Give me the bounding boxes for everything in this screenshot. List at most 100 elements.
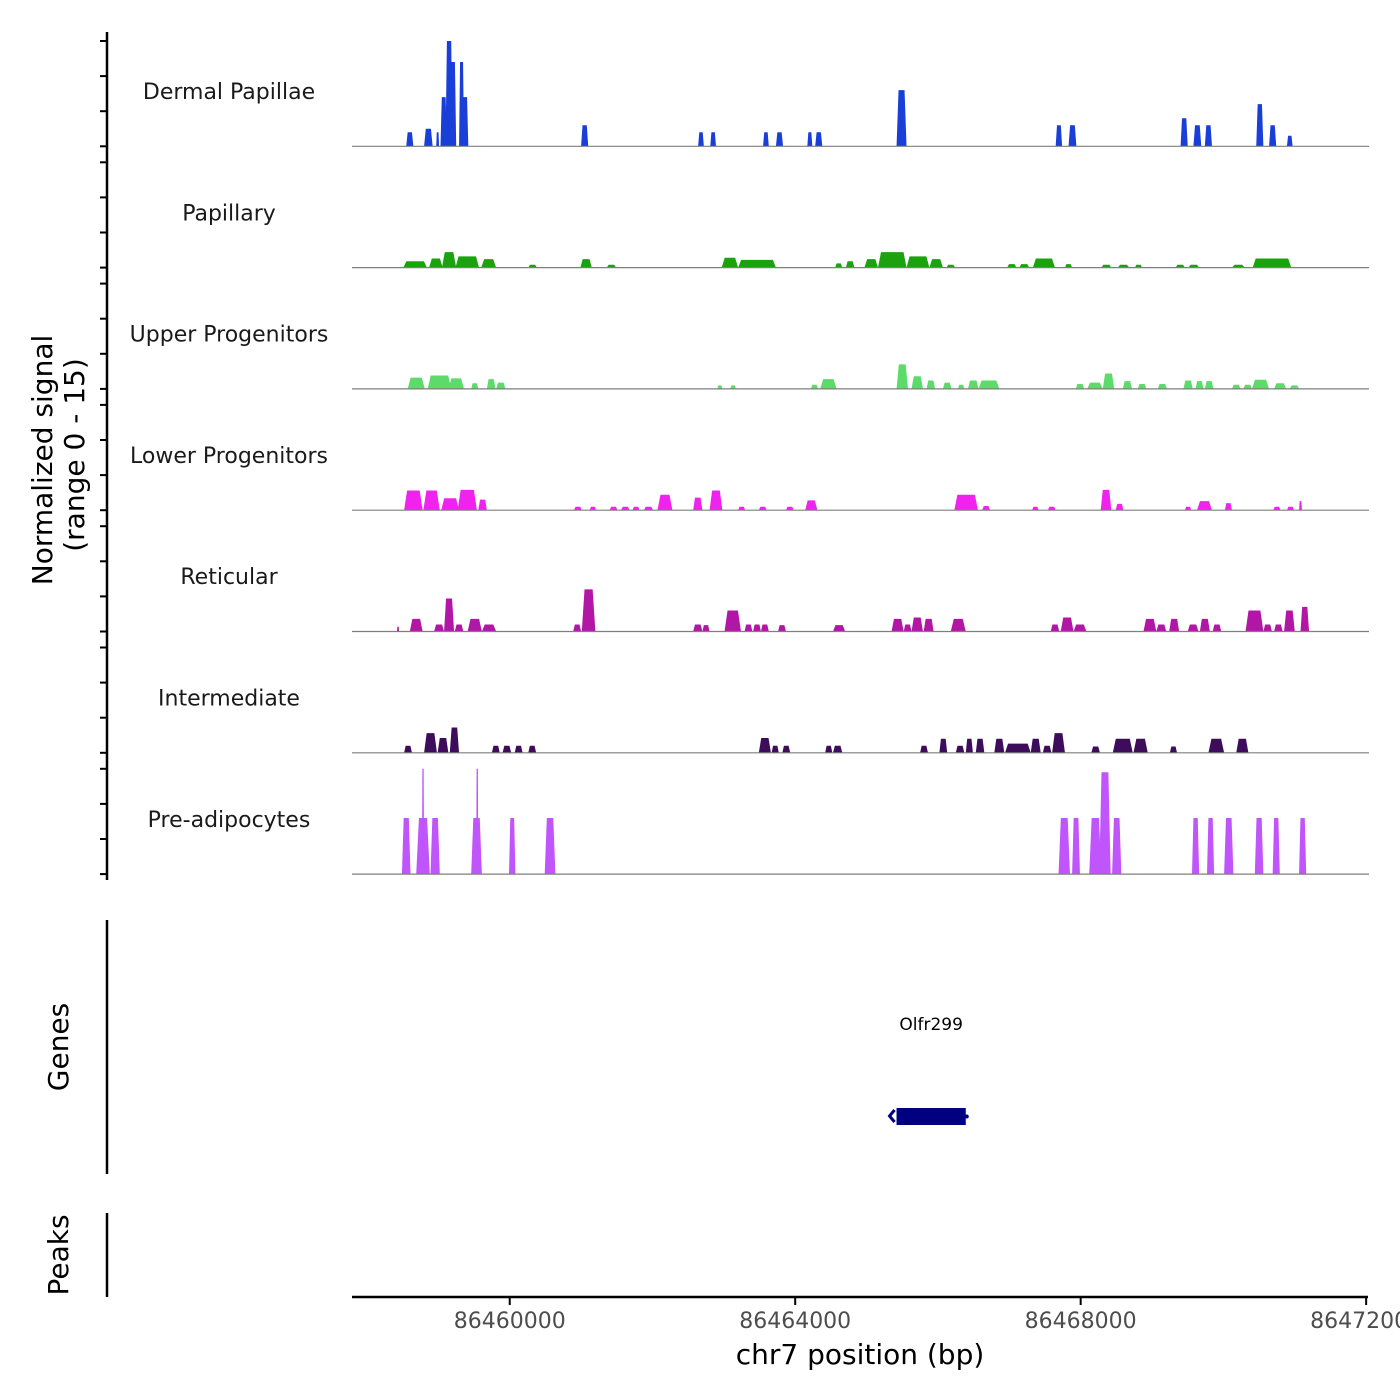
signal-peak	[967, 380, 979, 389]
signal-peak	[441, 498, 460, 511]
signal-peak	[1052, 733, 1065, 753]
signal-peak	[698, 132, 704, 147]
signal-peak	[1269, 125, 1277, 147]
signal-peak	[954, 494, 978, 511]
signal-peak	[424, 733, 437, 753]
signal-peak	[1032, 258, 1055, 268]
signal-peak	[1058, 817, 1070, 875]
signal-peak	[1157, 383, 1168, 389]
signal-peak	[1068, 125, 1077, 147]
signal-peak	[942, 382, 952, 389]
track-label: Upper Progenitors	[130, 323, 329, 348]
signal-peak	[455, 256, 480, 268]
signal-peak	[810, 384, 819, 389]
y-axis-subtitle: (range 0 - 15)	[58, 358, 91, 552]
signal-peak	[820, 379, 837, 389]
track-label: Reticular	[180, 565, 278, 590]
signal-peak	[481, 259, 497, 268]
signal-peak	[449, 727, 460, 753]
signal-peak	[758, 738, 771, 753]
signal-peak	[1208, 738, 1225, 753]
signal-peak	[1245, 610, 1264, 632]
signal-peak	[1143, 618, 1157, 632]
signal-peak	[441, 252, 457, 268]
signal-peak	[1102, 373, 1115, 389]
signal-peak	[573, 624, 582, 632]
signal-peak	[1133, 738, 1148, 753]
signal-peak	[1115, 503, 1124, 511]
signal-peak	[805, 500, 818, 511]
signal-peak	[609, 506, 618, 511]
signal-peak	[702, 625, 710, 632]
signal-peak	[1183, 380, 1193, 389]
signal-peak	[1091, 746, 1100, 753]
signal-peak	[1274, 624, 1283, 632]
signal-peak	[440, 97, 447, 147]
signal-peak	[955, 745, 965, 753]
signal-peak	[744, 624, 753, 632]
signal-peak	[1030, 738, 1041, 753]
signal-peak	[491, 745, 500, 753]
signal-peak	[528, 745, 537, 753]
signal-peak	[1252, 258, 1292, 268]
signal-peak	[1005, 743, 1031, 753]
signal-peak	[929, 259, 943, 268]
signal-peak	[1199, 618, 1210, 632]
strand-arrow-icon	[887, 1109, 896, 1123]
signal-peak	[835, 263, 843, 268]
track-dermal-papillae: Dermal Papillae	[143, 41, 1369, 147]
signal-peak	[1099, 772, 1111, 875]
signal-peak	[454, 624, 464, 632]
signal-peak	[1019, 264, 1030, 268]
signal-peak	[1286, 506, 1295, 511]
signal-peak	[1122, 381, 1133, 389]
signal-peak	[1137, 383, 1147, 389]
signal-peak	[1042, 745, 1052, 753]
signal-peak	[877, 252, 907, 268]
signal-peak	[778, 625, 786, 632]
track-label: Pre-adipocytes	[148, 808, 311, 833]
signal-peak	[1187, 624, 1199, 632]
signal-peak	[730, 385, 736, 389]
x-tick-label: 86472000	[1310, 1309, 1400, 1334]
signal-peak	[457, 489, 477, 511]
x-axis-ticks: 86460000 86464000 86468000 86472000	[454, 1297, 1400, 1334]
track-label: Intermediate	[158, 687, 300, 712]
signal-peak	[1299, 501, 1302, 511]
signal-peak	[1274, 383, 1287, 389]
signal-peak	[1286, 135, 1293, 147]
signal-peak	[1299, 817, 1307, 875]
genes-track-label: Genes	[42, 1003, 75, 1091]
signal-peak	[403, 261, 427, 268]
signal-peak	[724, 610, 741, 632]
signal-peak	[401, 817, 411, 875]
signal-peak	[833, 625, 846, 632]
signal-peak	[1197, 501, 1212, 511]
signal-peak	[406, 132, 414, 147]
signal-peak	[753, 624, 761, 632]
signal-peak	[461, 97, 469, 147]
signal-peak	[939, 738, 948, 753]
signal-peak	[396, 626, 400, 632]
signal-peak	[975, 738, 985, 753]
track-papillary: Papillary	[182, 201, 1369, 269]
track-lower-progenitors: Lower Progenitors	[130, 444, 1369, 511]
signal-peak	[693, 624, 703, 632]
signal-peak	[430, 817, 440, 875]
signal-peak	[427, 375, 452, 389]
signal-peak	[1206, 817, 1215, 875]
signal-peak	[896, 90, 907, 147]
signal-peak	[409, 618, 423, 632]
signal-peak	[643, 506, 654, 511]
track-label: Dermal Papillae	[143, 80, 315, 105]
signal-y-ticks	[100, 40, 107, 876]
signal-peak	[782, 745, 791, 753]
signal-peak	[502, 745, 512, 753]
signal-peak	[710, 132, 716, 147]
signal-peak	[1075, 383, 1085, 389]
signal-peak	[738, 506, 746, 511]
signal-peak	[1112, 738, 1133, 753]
signal-peak	[429, 258, 443, 268]
signal-peak	[946, 264, 956, 268]
signal-peak	[1284, 610, 1295, 632]
